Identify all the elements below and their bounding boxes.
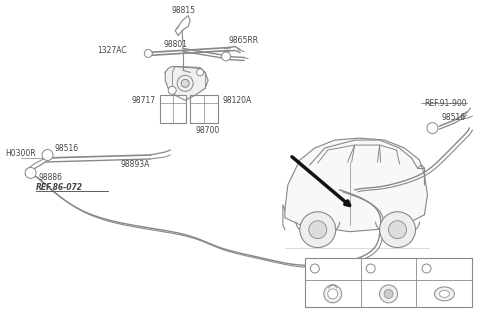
Circle shape xyxy=(328,289,338,299)
Text: 98801: 98801 xyxy=(163,40,187,49)
Text: b: b xyxy=(369,266,372,271)
Circle shape xyxy=(168,86,176,94)
Text: 98893A: 98893A xyxy=(120,160,150,169)
Text: REF.91-015: REF.91-015 xyxy=(332,270,374,279)
Text: 98815: 98815 xyxy=(171,6,195,15)
Text: 98717: 98717 xyxy=(131,96,155,105)
Text: a: a xyxy=(46,152,49,157)
Ellipse shape xyxy=(434,287,455,301)
Text: 95893B: 95893B xyxy=(434,266,462,272)
Polygon shape xyxy=(165,67,208,100)
Circle shape xyxy=(300,212,336,248)
Circle shape xyxy=(222,52,230,61)
Ellipse shape xyxy=(439,290,449,297)
Circle shape xyxy=(311,264,319,273)
Circle shape xyxy=(177,75,193,91)
Bar xyxy=(160,95,186,123)
Text: 9865RR: 9865RR xyxy=(228,36,258,45)
Text: 81199: 81199 xyxy=(323,266,345,272)
Text: 98516: 98516 xyxy=(55,144,79,152)
Circle shape xyxy=(384,290,393,298)
Circle shape xyxy=(42,150,53,160)
Circle shape xyxy=(380,212,416,248)
Circle shape xyxy=(324,285,342,303)
Text: c: c xyxy=(431,126,434,131)
Circle shape xyxy=(181,79,189,87)
Circle shape xyxy=(422,264,431,273)
Circle shape xyxy=(366,264,375,273)
Circle shape xyxy=(389,221,407,239)
Bar xyxy=(190,95,218,123)
Text: b: b xyxy=(29,170,32,175)
Circle shape xyxy=(309,221,327,239)
Text: 98886: 98886 xyxy=(38,174,62,182)
Text: 1327AC: 1327AC xyxy=(96,46,126,55)
Text: REF.91-900: REF.91-900 xyxy=(425,99,468,108)
Text: H0300R: H0300R xyxy=(6,149,36,157)
Polygon shape xyxy=(285,138,428,232)
Circle shape xyxy=(427,123,438,134)
Circle shape xyxy=(144,49,152,58)
Text: REF.86-072: REF.86-072 xyxy=(36,183,83,193)
Text: 98120A: 98120A xyxy=(222,96,252,105)
Circle shape xyxy=(197,69,204,76)
Text: 98516: 98516 xyxy=(442,113,466,122)
Circle shape xyxy=(380,285,397,303)
Circle shape xyxy=(25,167,36,179)
Text: a: a xyxy=(313,266,317,271)
Bar xyxy=(305,258,472,307)
Text: 98700: 98700 xyxy=(196,126,220,135)
Text: 98940C: 98940C xyxy=(379,266,406,272)
Text: c: c xyxy=(425,266,428,271)
